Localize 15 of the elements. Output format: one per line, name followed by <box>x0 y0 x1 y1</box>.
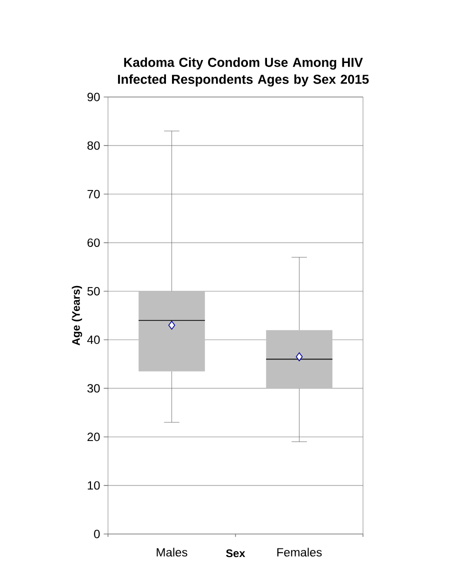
y-tick-label: 50 <box>87 286 100 296</box>
y-axis-title: Age (Years) <box>72 286 82 346</box>
y-tick-label: 90 <box>87 92 100 102</box>
y-tick-label: 60 <box>88 238 100 247</box>
x-axis-title: Sex <box>226 549 246 558</box>
y-tick-label: 20 <box>88 432 100 442</box>
chart-title: Kadoma City Condom Use Among HIV Infected Respondents Ages by Sex 2015 <box>118 57 369 87</box>
y-tick-label: 40 <box>87 336 100 344</box>
x-tick-label: Males <box>156 548 188 557</box>
y-tick-label: 10 <box>88 481 100 490</box>
y-tick-label: 80 <box>87 141 100 150</box>
y-tick-label: 70 <box>88 190 100 198</box>
x-tick-label: Females <box>277 548 322 557</box>
y-tick-label: 30 <box>87 384 100 393</box>
y-tick-label: 0 <box>94 530 100 538</box>
